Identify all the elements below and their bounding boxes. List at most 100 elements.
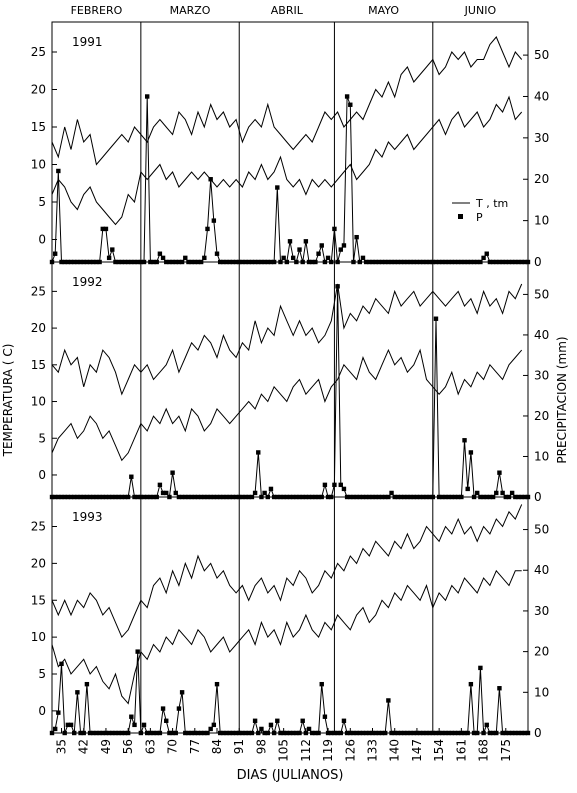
precip-marker xyxy=(519,730,524,736)
precip-marker xyxy=(167,730,172,736)
precip-marker xyxy=(332,482,337,488)
precip-marker xyxy=(443,730,448,736)
precip-marker xyxy=(316,251,321,256)
temp-tick-label: 10 xyxy=(31,158,46,172)
precip-marker xyxy=(157,730,163,736)
precip-marker xyxy=(322,482,328,488)
x-tick-label: 119 xyxy=(321,739,335,762)
precip-marker xyxy=(338,247,343,252)
precip-line xyxy=(51,96,528,264)
precip-marker xyxy=(509,730,515,736)
year-label: 1992 xyxy=(72,275,103,289)
panel-1993: 0 5 10 15 20 25 0 10 20 30 40 50 1993 xyxy=(31,496,549,740)
precip-marker xyxy=(522,730,528,736)
precip-marker xyxy=(341,243,347,248)
precip-marker xyxy=(252,490,258,496)
month-label: JUNIO xyxy=(464,4,497,17)
precip-marker xyxy=(297,247,302,252)
precip-marker xyxy=(132,722,137,728)
precip-marker xyxy=(91,730,96,736)
x-tick-label: 175 xyxy=(499,739,513,762)
precip-marker xyxy=(268,486,274,492)
x-tick-label: 133 xyxy=(366,739,380,762)
precip-marker xyxy=(138,730,144,736)
precip-marker xyxy=(338,482,343,488)
precip-marker xyxy=(462,730,467,736)
precip-marker xyxy=(383,730,388,736)
precip-tick-label: 10 xyxy=(534,214,549,228)
precip-marker xyxy=(290,255,296,261)
precip-marker xyxy=(348,102,353,107)
precip-marker xyxy=(176,706,182,711)
precip-marker xyxy=(354,730,359,736)
precip-marker xyxy=(129,714,134,719)
precip-marker xyxy=(59,661,64,667)
precip-marker xyxy=(271,730,277,736)
x-tick-label: 140 xyxy=(388,739,402,762)
temp-tick-label: 20 xyxy=(31,556,46,570)
precip-marker xyxy=(122,730,128,736)
legend-marker-swatch xyxy=(458,214,463,219)
precip-marker xyxy=(316,730,321,736)
precip-marker xyxy=(449,730,455,736)
tmin-line xyxy=(51,569,522,705)
precip-marker xyxy=(106,255,112,261)
x-tick-label: 98 xyxy=(254,739,268,754)
precip-tick-label: 0 xyxy=(534,255,542,269)
year-label: 1993 xyxy=(72,510,103,524)
precip-marker xyxy=(389,730,394,736)
precip-tick-label: 40 xyxy=(534,563,549,577)
precip-marker xyxy=(319,243,324,248)
precip-marker xyxy=(157,482,163,488)
precip-marker xyxy=(256,450,261,455)
precip-marker xyxy=(287,239,293,244)
precip-marker xyxy=(376,730,382,736)
precip-marker xyxy=(427,730,432,736)
precip-marker xyxy=(56,168,61,174)
precip-marker xyxy=(310,730,315,736)
temp-tick-label: 10 xyxy=(31,395,46,409)
precip-marker xyxy=(475,490,480,496)
x-tick-label: 77 xyxy=(188,739,202,754)
precip-marker xyxy=(341,718,347,723)
temp-tick-label: 10 xyxy=(31,630,46,644)
x-tick-label: 42 xyxy=(77,739,91,754)
x-tick-label: 91 xyxy=(232,739,246,754)
precip-marker xyxy=(319,681,324,687)
precip-marker xyxy=(233,730,239,736)
precip-tick-label: 40 xyxy=(534,89,549,103)
precip-marker xyxy=(386,698,391,703)
month-label: ABRIL xyxy=(271,4,304,17)
precip-tick-label: 50 xyxy=(534,48,549,62)
precip-marker xyxy=(189,730,194,736)
x-tick-label: 56 xyxy=(121,739,135,754)
precip-marker xyxy=(249,730,255,736)
precip-marker xyxy=(433,730,439,736)
precip-marker xyxy=(151,730,156,736)
precip-marker xyxy=(49,730,55,736)
temp-tick-label: 25 xyxy=(31,45,46,59)
precip-marker xyxy=(145,94,150,99)
precip-marker xyxy=(335,730,340,736)
precip-marker xyxy=(119,730,125,736)
precip-marker xyxy=(265,730,270,736)
precip-marker xyxy=(186,730,191,736)
precip-marker xyxy=(160,255,166,261)
precip-marker xyxy=(513,730,518,736)
legend-line-label: T , tm xyxy=(475,197,508,210)
precip-marker xyxy=(145,730,150,736)
precip-marker xyxy=(500,490,505,496)
precip-marker xyxy=(113,730,118,736)
precip-marker xyxy=(211,722,217,728)
temp-tick-label: 0 xyxy=(38,233,46,247)
precip-marker xyxy=(214,251,220,256)
x-tick-label: 84 xyxy=(210,739,224,754)
precip-marker xyxy=(446,730,451,736)
precip-marker xyxy=(224,730,229,736)
precip-marker xyxy=(173,730,178,736)
precip-marker xyxy=(205,730,210,736)
precip-marker xyxy=(516,730,521,736)
precip-marker xyxy=(478,665,483,671)
precip-marker xyxy=(65,722,71,728)
